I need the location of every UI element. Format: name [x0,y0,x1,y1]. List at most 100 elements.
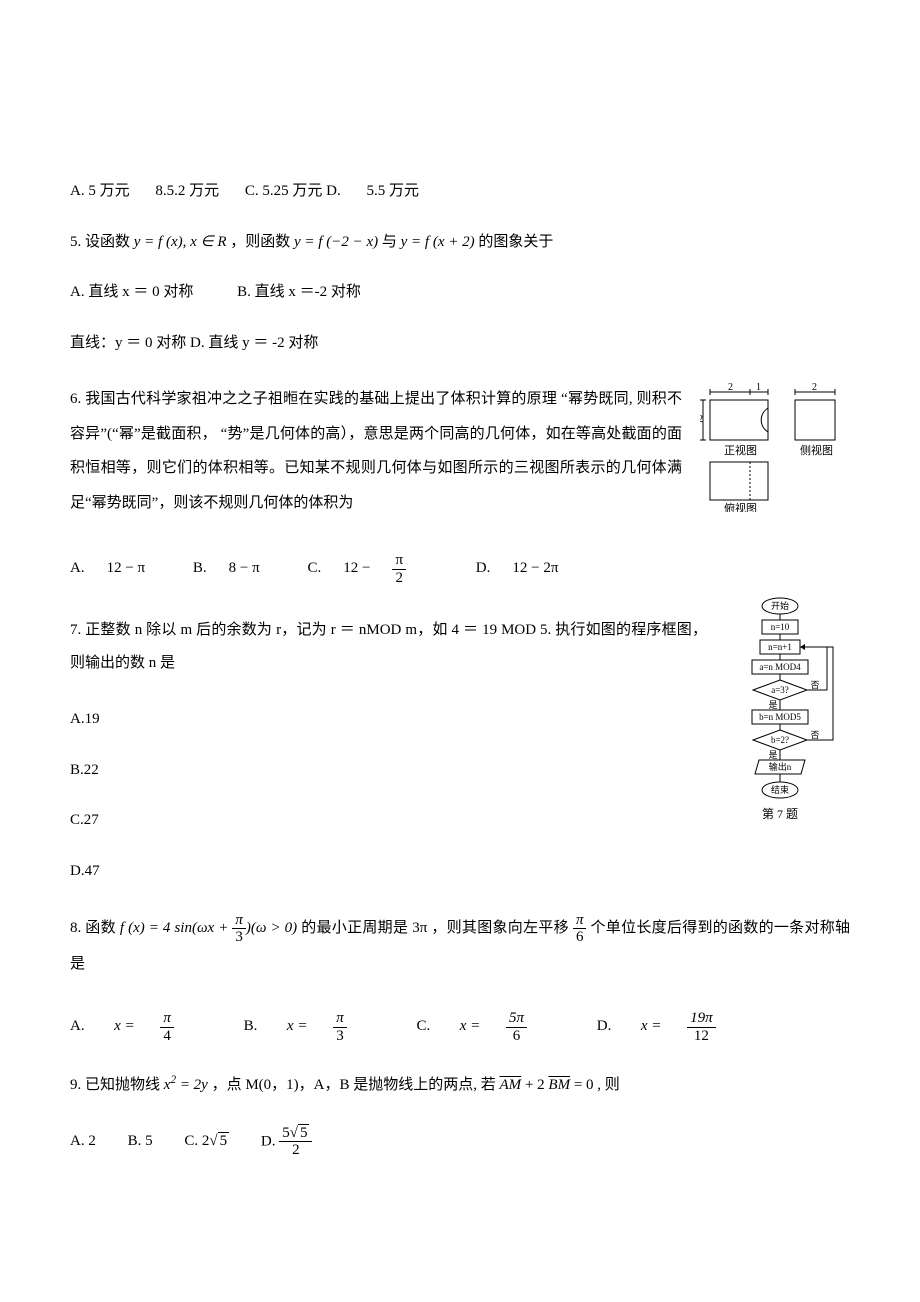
q7-end: 结束 [771,784,789,795]
q9-eqpost: = 2y [176,1077,208,1093]
q8b-n: π [333,1010,347,1028]
q7-opt-d: D.47 [70,860,850,883]
q6-opt-c: C. 12 − π2 [307,552,450,586]
q8-f2d: 6 [573,929,587,946]
q9-opt-a: A. 2 [70,1130,96,1153]
q6-a-label: A. [70,557,85,580]
q8-opt-a: A. x = π4 [70,1010,218,1044]
q8d-d: 12 [687,1028,716,1045]
q9-opt-b: B. 5 [128,1130,153,1153]
q8a-d: 4 [160,1028,174,1045]
q9-plus: + 2 [525,1077,545,1093]
q8c-n: 5π [506,1010,527,1028]
q5-f1: y = f (x), x ∈ R [134,234,227,250]
q7-no2: 否 [810,730,819,740]
q9-pre: 9. 已知抛物线 [70,1077,164,1093]
q8c-l: C. [416,1015,430,1038]
q8d-l: D. [597,1015,612,1038]
q8-opt-d: D. x = 19π12 [597,1010,760,1044]
q9d-coef: 5 [282,1125,290,1141]
q9d-den: 2 [279,1142,312,1159]
q6-d-label: D. [476,557,491,580]
q6-c-base: 12 − [343,557,370,580]
q4-opt-c: C. 5.25 万元 D. [245,180,341,203]
q8d-n: 19π [687,1010,716,1028]
q8b-l: B. [244,1015,258,1038]
q8a-l: A. [70,1015,85,1038]
q8a-n: π [160,1010,174,1028]
q5-mid2: 与 [382,234,401,250]
q8c-lhs: x = [460,1015,481,1038]
q9c-rad: 5 [218,1132,230,1149]
q8-fx: f (x) = 4 sin(ωx + [120,920,233,936]
q8b-d: 3 [333,1028,347,1045]
q8-stem: 8. 函数 f (x) = 4 sin(ωx + π3)(ω > 0) 的最小正… [70,910,850,982]
q7-start: 开始 [771,600,789,611]
q9-mid1: ，点 M(0，1)，A，B 是抛物线上的两点, 若 [212,1077,500,1093]
q8a-lhs: x = [114,1015,135,1038]
q7-opt-c: C.27 [70,809,850,832]
q6-b-val: 8 − π [229,557,260,580]
q5-stem: 5. 设函数 y = f (x), x ∈ R ，则函数 y = f (−2 −… [70,231,850,254]
q9c-coef: 2 [202,1133,210,1149]
q5-pre: 5. 设函数 [70,234,134,250]
q4-opt-b: 8.5.2 万元 [155,180,219,203]
q8-f2n: π [573,912,587,930]
q5-opt-b: B. 直线 x ＝-2 对称 [237,281,361,304]
q5-options-line1: A. 直线 x ＝ 0 对称 B. 直线 x ＝-2 对称 [70,281,850,304]
q8-options: A. x = π4 B. x = π3 C. x = 5π6 D. x = 19… [70,1010,850,1044]
q6-a-val: 12 − π [107,557,146,580]
q9-eq: x2 = 2y [164,1077,208,1093]
q8-pre: 8. 函数 [70,920,120,936]
q5-opt-a: A. 直线 x ＝ 0 对称 [70,281,193,304]
q5-f3: y = f (x + 2) [401,234,475,250]
q6-c-den: 2 [392,570,406,587]
q5-opt-cd: 直线：y ＝ 0 对称 D. 直线 y ＝ -2 对称 [70,335,318,351]
q8c-d: 6 [506,1028,527,1045]
q6-opt-a: A. 12 − π [70,557,167,580]
q6-c-num: π [392,552,406,570]
q8b-lhs: x = [287,1015,308,1038]
q9-stem: 9. 已知抛物线 x2 = 2y ，点 M(0，1)，A，B 是抛物线上的两点,… [70,1072,850,1097]
q9-options: A. 2 B. 5 C. 2√5 D. 5√5 2 [70,1125,850,1159]
q6-b-label: B. [193,557,207,580]
q7-btest: b=2? [771,735,789,745]
q9-opt-c: C. 2√5 [184,1130,229,1153]
q4-opt-d: 5.5 万元 [366,180,419,203]
q5-f2: y = f (−2 − x) [294,234,378,250]
q6-stem-text: 6. 我国古代科学家祖冲之之子祖暅在实践的基础上提出了体积计算的原理 “幂势既同… [70,391,682,511]
q9-post: , 则 [597,1077,620,1093]
q8-f1d: 3 [232,929,246,946]
q5-post: 的图象关于 [478,234,553,250]
q7-stem-text: 7. 正整数 n 除以 m 后的余数为 r，记为 r ＝ nMOD m，如 4 … [70,622,707,671]
q7-stem: 7. 正整数 n 除以 m 后的余数为 r，记为 r ＝ nMOD m，如 4 … [70,614,850,680]
q5-options-line2: 直线：y ＝ 0 对称 D. 直线 y ＝ -2 对称 [70,332,850,355]
q6-options: A. 12 − π B. 8 − π C. 12 − π2 D. 12 − 2π [70,552,850,586]
q4-opt-a: A. 5 万元 [70,180,130,203]
q4-options: A. 5 万元 8.5.2 万元 C. 5.25 万元 D. 5.5 万元 [70,180,850,203]
q7-no1: 否 [810,680,819,690]
q9d-l: D. [261,1133,279,1149]
q5-mid1: ，则函数 [230,234,294,250]
q8-mid1: 的最小正周期是 [301,920,412,936]
q8-opt-c: C. x = 5π6 [416,1010,571,1044]
q8-period: 3π [412,920,427,936]
q6-d-val: 12 − 2π [512,557,558,580]
q6-stem: 6. 我国古代科学家祖冲之之子祖暅在实践的基础上提出了体积计算的原理 “幂势既同… [70,382,850,520]
q8-mid2: ，则其图象向左平移 [431,920,573,936]
q9-vec2: BM [548,1077,570,1093]
q9d-rad: 5 [298,1124,310,1141]
q9c-l: C. [184,1133,202,1149]
q6-opt-d: D. 12 − 2π [476,557,581,580]
q9-opt-d: D. 5√5 2 [261,1125,313,1159]
q8-opt-b: B. x = π3 [244,1010,391,1044]
q7-opt-b: B.22 [70,759,850,782]
q6-c-label: C. [307,557,321,580]
q9-vec1: AM [500,1077,522,1093]
q8-f1n: π [232,912,246,930]
q7-opt-a: A.19 [70,708,850,731]
q7-atest: a=3? [771,685,789,695]
q8-fxpost: )(ω > 0) [246,920,297,936]
q6-opt-b: B. 8 − π [193,557,282,580]
q9-eq0: = 0 [574,1077,594,1093]
